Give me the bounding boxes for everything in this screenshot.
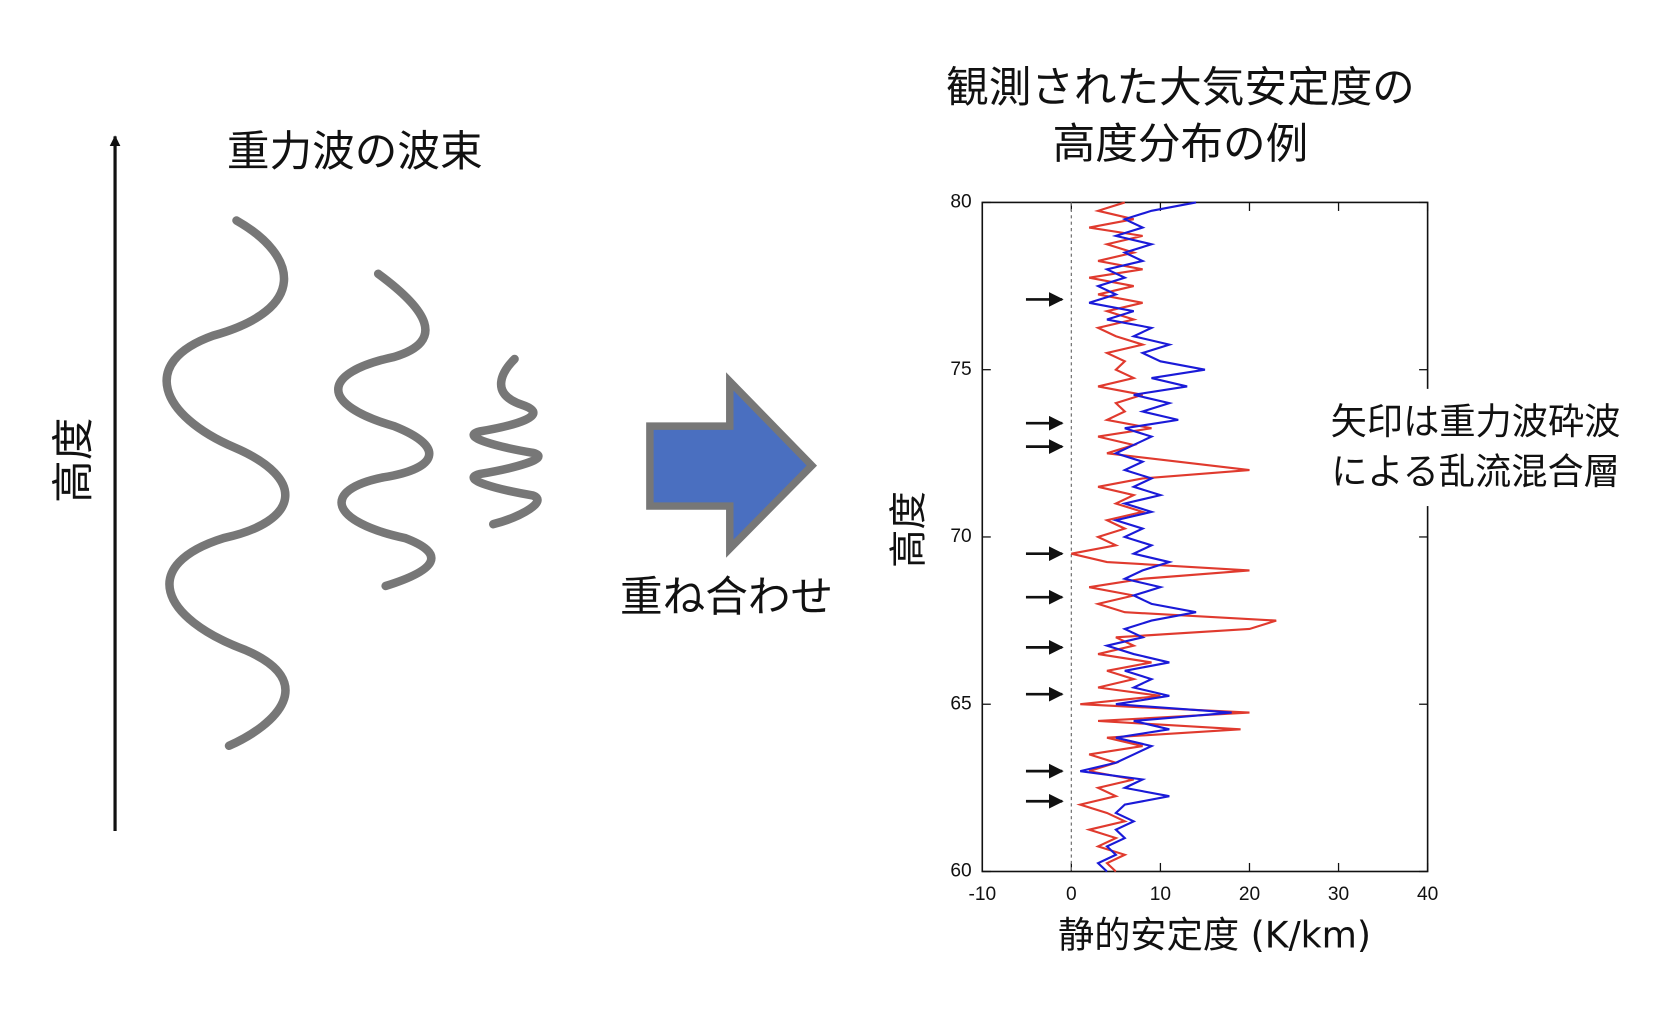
- chart-title: 高度分布の例: [1053, 120, 1309, 170]
- x-tick-label: 20: [1239, 884, 1260, 905]
- x-tick-label: 30: [1328, 884, 1349, 905]
- height-label: 高度: [49, 418, 99, 503]
- wave-packets: [162, 216, 543, 751]
- y-tick-label: 60: [950, 861, 971, 882]
- y-tick-label: 70: [950, 526, 971, 547]
- wave-mid: [334, 269, 436, 591]
- wave-long: [162, 216, 290, 751]
- y-tick-label: 65: [950, 693, 971, 714]
- profile-line: [1071, 201, 1277, 873]
- x-axis-label: 静的安定度 (K/km): [1058, 914, 1371, 957]
- profile-line: [1080, 201, 1232, 873]
- superposition-arrow: [646, 372, 818, 558]
- x-tick-label: 0: [1066, 884, 1077, 905]
- x-tick-label: 40: [1417, 884, 1438, 905]
- wave-short: [469, 354, 543, 529]
- y-tick-label: 75: [950, 359, 971, 380]
- packet-title: 重力波の波束: [227, 127, 483, 177]
- annotation: による乱流混合層: [1331, 450, 1620, 493]
- y-axis-label: 高度: [886, 491, 931, 568]
- chart-title: 観測された大気安定度の: [946, 63, 1415, 113]
- arrow-label: 重ね合わせ: [620, 572, 833, 622]
- annotation-bg: [1301, 388, 1654, 507]
- annotation: 矢印は重力波砕波: [1331, 400, 1621, 443]
- plot: 60 65 70 75 80 -10 0 10 20 30 40: [950, 191, 1438, 905]
- x-tick-label: 10: [1150, 884, 1171, 905]
- x-tick-label: -10: [968, 884, 996, 905]
- y-tick-label: 80: [950, 191, 971, 212]
